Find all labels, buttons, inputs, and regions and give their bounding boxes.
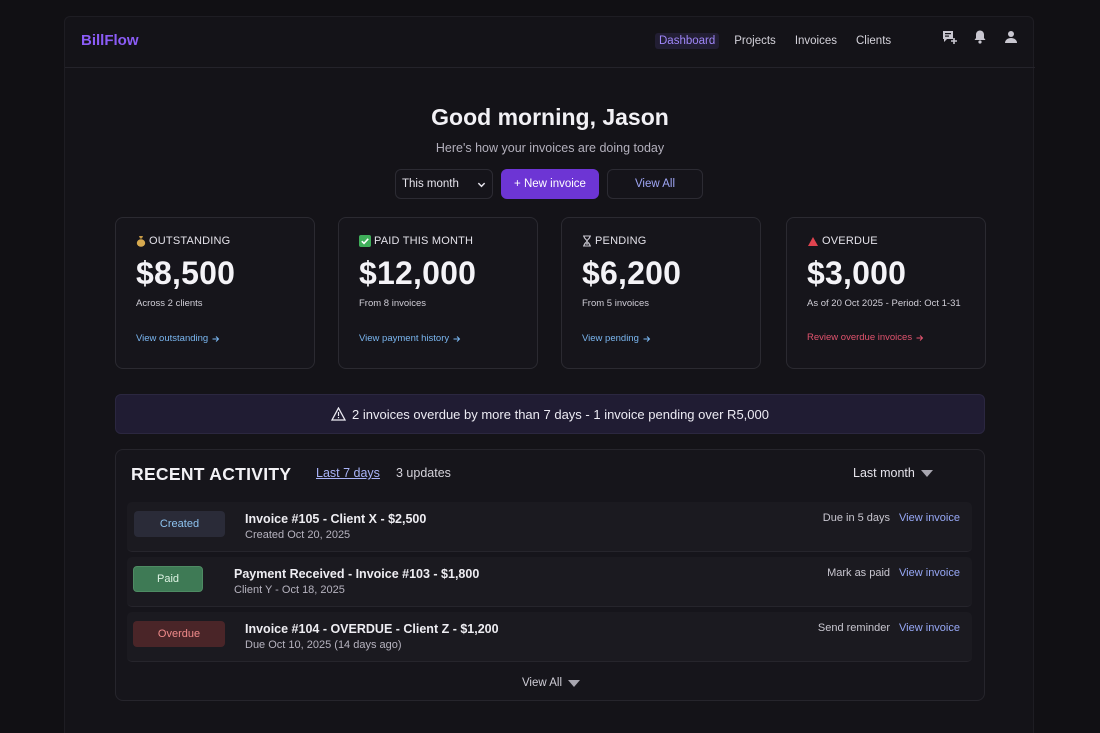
card-outstanding: OUTSTANDING $8,500 Across 2 clients View… [115, 217, 315, 369]
status-badge-paid: Paid [133, 566, 203, 592]
nav-invoices[interactable]: Invoices [794, 35, 837, 47]
chevron-down-icon [477, 182, 486, 187]
card-paid: PAID THIS MONTH $12,000 From 8 invoices … [338, 217, 538, 369]
top-navbar: BillFlow Dashboard Projects Invoices Cli… [65, 17, 1035, 68]
card-pending: PENDING $6,200 From 5 invoices View pend… [561, 217, 761, 369]
compose-icon[interactable] [941, 29, 957, 45]
view-pending-link[interactable]: View pending [582, 333, 651, 344]
status-badge-overdue: Overdue [133, 621, 225, 647]
activity-row-actions: Send reminder View invoice [818, 622, 960, 634]
activity-row-meta: Due in 5 days [822, 512, 891, 524]
money-bag-icon [136, 236, 146, 247]
warning-icon [331, 407, 346, 421]
activity-count: 3 updates [396, 466, 451, 480]
view-invoice-link[interactable]: View invoice [899, 622, 960, 634]
card-value: $8,500 [136, 255, 236, 291]
recent-activity-panel: RECENT ACTIVITY Last 7 days 3 updates La… [115, 449, 985, 701]
activity-row-title: Invoice #105 - Client X - $2,500 [245, 512, 427, 526]
app-window: BillFlow Dashboard Projects Invoices Cli… [64, 16, 1035, 733]
card-label: PAID THIS MONTH [359, 235, 537, 247]
user-icon[interactable] [1003, 29, 1019, 45]
activity-row-title: Invoice #104 - OVERDUE - Client Z - $1,2… [245, 622, 499, 636]
activity-row: Created Invoice #105 - Client X - $2,500… [127, 502, 972, 552]
card-label: PENDING [582, 235, 760, 247]
review-overdue-link[interactable]: Review overdue invoices [807, 332, 924, 343]
view-all-button[interactable]: View All [607, 169, 703, 199]
view-outstanding-link[interactable]: View outstanding [136, 333, 220, 344]
mark-as-paid-action[interactable]: Mark as paid [827, 567, 891, 579]
activity-row-subtitle: Due Oct 10, 2025 (14 days ago) [245, 639, 402, 651]
activity-row-actions: Due in 5 days View invoice [823, 512, 960, 524]
period-select[interactable]: This month [395, 169, 493, 199]
view-invoice-link[interactable]: View invoice [899, 567, 960, 579]
card-note: As of 20 Oct 2025 - Period: Oct 1-31 [807, 298, 961, 309]
activity-filter-dropdown[interactable]: Last month [853, 466, 933, 480]
send-reminder-action[interactable]: Send reminder [817, 622, 891, 634]
nav-dashboard[interactable]: Dashboard [655, 33, 720, 49]
view-invoice-link[interactable]: View invoice [899, 512, 960, 524]
bell-icon[interactable] [972, 29, 988, 45]
nav-projects[interactable]: Projects [734, 35, 776, 47]
arrow-right-icon [643, 335, 651, 342]
card-label: OVERDUE [807, 235, 985, 247]
dashboard-controls: This month + New invoice View All [395, 169, 703, 199]
arrow-right-icon [916, 334, 924, 341]
check-icon [359, 235, 371, 247]
activity-row-subtitle: Client Y - Oct 18, 2025 [234, 584, 345, 596]
header-actions [941, 29, 1019, 45]
card-value: $12,000 [359, 255, 477, 291]
new-invoice-button[interactable]: + New invoice [501, 169, 599, 199]
card-note: Across 2 clients [136, 298, 203, 309]
card-note: From 8 invoices [359, 298, 427, 309]
activity-row-title: Payment Received - Invoice #103 - $1,800 [234, 567, 480, 581]
activity-title: RECENT ACTIVITY [131, 464, 292, 484]
card-overdue: OVERDUE $3,000 As of 20 Oct 2025 - Perio… [786, 217, 986, 369]
activity-view-all-button[interactable]: View All [116, 677, 986, 689]
arrow-right-icon [212, 335, 220, 342]
caret-down-icon [920, 469, 933, 477]
nav-clients[interactable]: Clients [856, 35, 892, 47]
period-select-value: This month [402, 178, 459, 190]
view-payment-history-link[interactable]: View payment history [359, 333, 461, 344]
summary-cards: OUTSTANDING $8,500 Across 2 clients View… [115, 217, 987, 369]
activity-row: Overdue Invoice #104 - OVERDUE - Client … [127, 612, 972, 662]
status-badge-created: Created [134, 511, 225, 537]
card-value: $3,000 [807, 255, 907, 291]
page-subtitle: Here's how your invoices are doing today [435, 141, 665, 155]
activity-row-subtitle: Created Oct 20, 2025 [245, 529, 351, 541]
brand-logo[interactable]: BillFlow [81, 32, 139, 49]
overdue-alert-banner: 2 invoices overdue by more than 7 days -… [115, 394, 985, 434]
hourglass-icon [583, 235, 591, 247]
activity-range-link[interactable]: Last 7 days [316, 466, 380, 480]
alert-text: 2 invoices overdue by more than 7 days -… [352, 406, 769, 422]
arrow-right-icon [453, 335, 461, 342]
card-label: OUTSTANDING [136, 235, 314, 247]
activity-row: Paid Payment Received - Invoice #103 - $… [127, 557, 972, 607]
activity-row-actions: Mark as paid View invoice [827, 567, 960, 579]
card-note: From 5 invoices [582, 298, 650, 309]
card-value: $6,200 [582, 255, 682, 291]
main-nav: Dashboard Projects Invoices Clients [655, 33, 906, 49]
page-title: Good morning, Jason [431, 104, 669, 130]
caret-down-icon [568, 679, 581, 687]
warning-triangle-icon [808, 236, 818, 246]
